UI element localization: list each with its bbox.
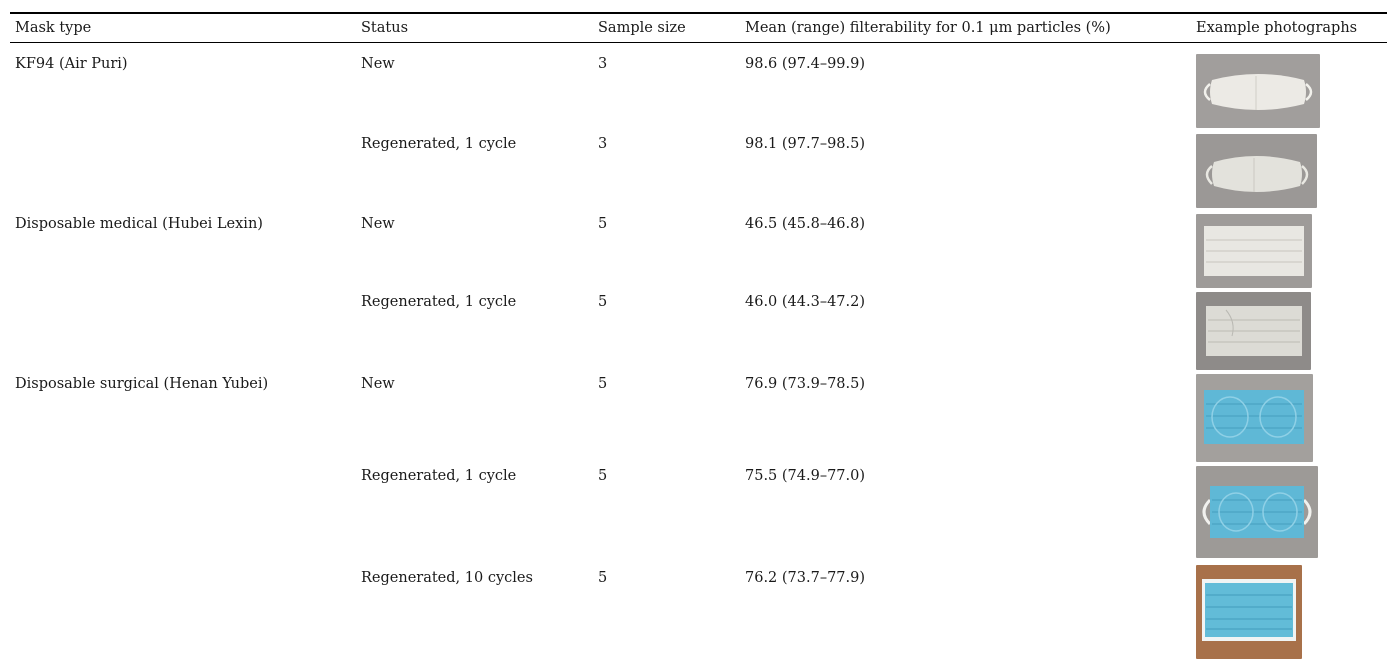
filterability-cell: 76.9 (73.9–78.5) — [745, 376, 866, 392]
filterability-cell: 98.6 (97.4–99.9) — [745, 56, 866, 72]
sample-size-cell: 3 — [598, 56, 608, 72]
filterability-cell: 46.0 (44.3–47.2) — [745, 294, 866, 310]
header-filterability: Mean (range) filterability for 0.1 μm pa… — [745, 20, 1111, 36]
white-medical-mask-regenerated-photo — [1196, 292, 1311, 370]
filterability-cell: 75.5 (74.9–77.0) — [745, 468, 866, 484]
status-cell: Regenerated, 10 cycles — [361, 570, 533, 586]
white-kf94-mask-photo — [1196, 54, 1320, 128]
filterability-cell: 98.1 (97.7–98.5) — [745, 136, 866, 152]
white-medical-mask-photo — [1196, 214, 1312, 288]
mask-type-cell: Disposable surgical (Henan Yubei) — [15, 376, 269, 392]
sample-size-cell: 5 — [598, 376, 608, 392]
status-cell: New — [361, 56, 395, 72]
header-rule — [10, 42, 1387, 43]
status-cell: New — [361, 376, 395, 392]
header-sample-size: Sample size — [598, 20, 686, 36]
status-cell: Regenerated, 1 cycle — [361, 468, 517, 484]
mask-type-cell: KF94 (Air Puri) — [15, 56, 128, 72]
status-cell: Regenerated, 1 cycle — [361, 136, 517, 152]
sample-size-cell: 3 — [598, 136, 608, 152]
sample-size-cell: 5 — [598, 216, 608, 232]
blue-surgical-mask-10-cycles-photo — [1196, 565, 1302, 659]
blue-surgical-mask-regenerated-photo — [1196, 466, 1318, 558]
sample-size-cell: 5 — [598, 468, 608, 484]
sample-size-cell: 5 — [598, 570, 608, 586]
status-cell: Regenerated, 1 cycle — [361, 294, 517, 310]
header-mask-type: Mask type — [15, 20, 92, 36]
table-top-rule — [10, 12, 1387, 14]
mask-type-cell: Disposable medical (Hubei Lexin) — [15, 216, 263, 232]
header-example-photographs: Example photographs — [1196, 20, 1358, 36]
filterability-cell: 76.2 (73.7–77.9) — [745, 570, 866, 586]
header-status: Status — [361, 20, 409, 36]
white-kf94-mask-regenerated-photo — [1196, 134, 1317, 208]
blue-surgical-mask-photo — [1196, 374, 1313, 462]
filterability-cell: 46.5 (45.8–46.8) — [745, 216, 866, 232]
sample-size-cell: 5 — [598, 294, 608, 310]
status-cell: New — [361, 216, 395, 232]
